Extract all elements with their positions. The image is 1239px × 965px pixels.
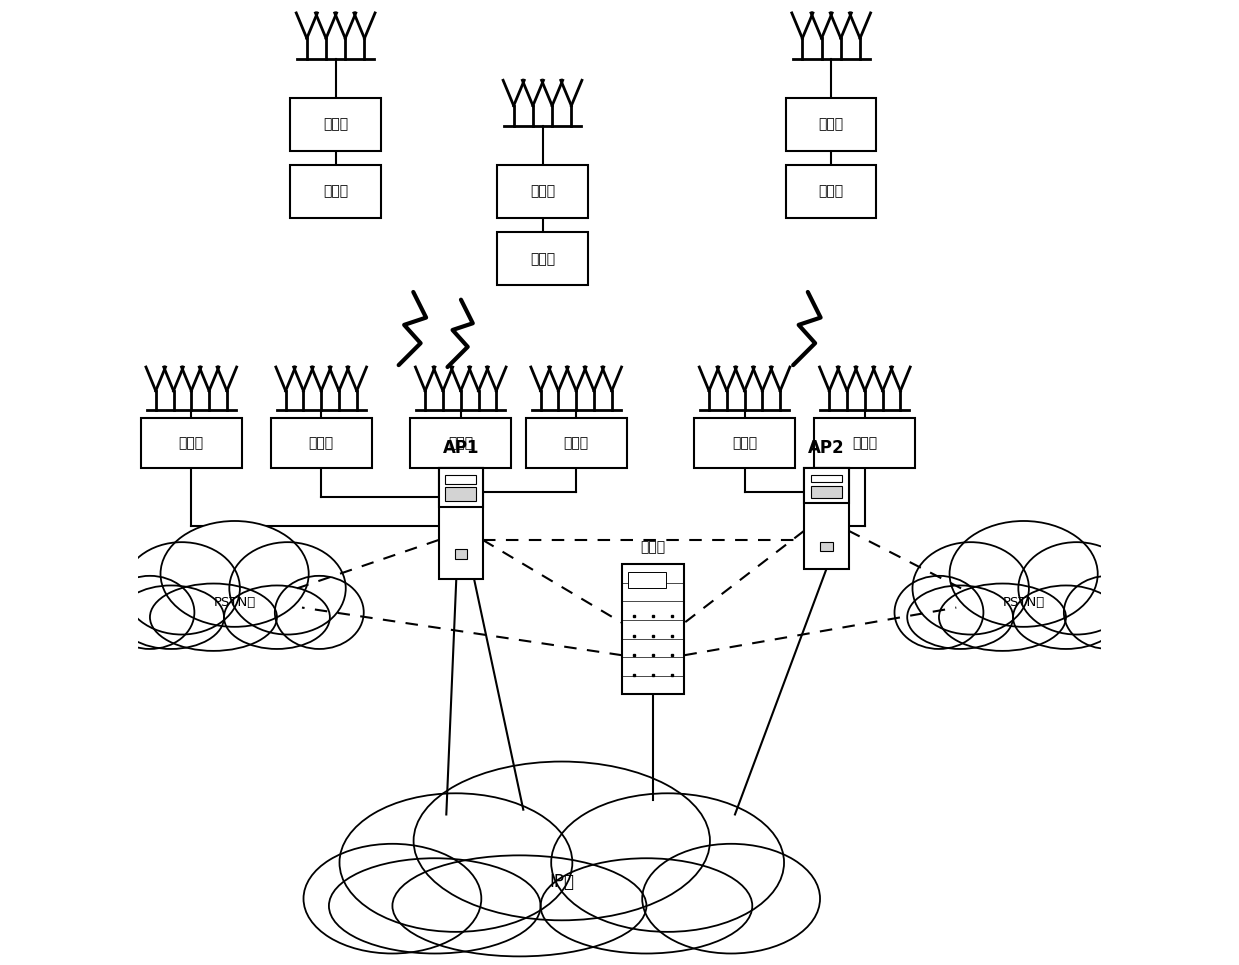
Ellipse shape	[150, 584, 278, 650]
Ellipse shape	[907, 586, 1014, 649]
FancyBboxPatch shape	[410, 418, 512, 468]
Ellipse shape	[105, 576, 195, 649]
FancyBboxPatch shape	[455, 549, 467, 559]
FancyBboxPatch shape	[497, 165, 587, 218]
Ellipse shape	[1064, 576, 1152, 649]
Text: 天线阵: 天线阵	[852, 436, 877, 450]
FancyBboxPatch shape	[439, 468, 483, 579]
Ellipse shape	[939, 584, 1066, 650]
FancyBboxPatch shape	[445, 476, 476, 483]
FancyBboxPatch shape	[525, 418, 627, 468]
FancyBboxPatch shape	[445, 487, 476, 501]
Ellipse shape	[895, 576, 984, 649]
FancyBboxPatch shape	[270, 418, 372, 468]
Ellipse shape	[304, 843, 481, 953]
Ellipse shape	[949, 521, 1098, 627]
FancyBboxPatch shape	[820, 541, 833, 551]
Text: 天线阵: 天线阵	[309, 436, 333, 450]
FancyBboxPatch shape	[141, 418, 242, 468]
Ellipse shape	[118, 586, 224, 649]
FancyBboxPatch shape	[810, 485, 841, 498]
Text: 移动台: 移动台	[323, 184, 348, 199]
Text: 天线阵: 天线阵	[178, 436, 204, 450]
FancyBboxPatch shape	[804, 468, 849, 504]
FancyBboxPatch shape	[786, 97, 876, 151]
Ellipse shape	[1018, 542, 1135, 635]
FancyBboxPatch shape	[290, 97, 380, 151]
Text: 天线阵: 天线阵	[732, 436, 757, 450]
Ellipse shape	[912, 542, 1028, 635]
Text: PSTN网: PSTN网	[213, 596, 255, 609]
FancyBboxPatch shape	[628, 572, 665, 588]
Ellipse shape	[642, 843, 820, 953]
Ellipse shape	[414, 761, 710, 921]
Text: 移动台: 移动台	[530, 252, 555, 265]
FancyBboxPatch shape	[804, 468, 849, 569]
FancyBboxPatch shape	[786, 165, 876, 218]
FancyBboxPatch shape	[694, 418, 795, 468]
Text: 天线阵: 天线阵	[323, 117, 348, 131]
FancyBboxPatch shape	[439, 468, 483, 507]
Text: 移动台: 移动台	[819, 184, 844, 199]
Ellipse shape	[1014, 586, 1119, 649]
Text: 天线阵: 天线阵	[530, 184, 555, 199]
FancyBboxPatch shape	[290, 165, 380, 218]
Ellipse shape	[540, 858, 752, 953]
Text: IP网: IP网	[549, 872, 574, 891]
Ellipse shape	[124, 542, 240, 635]
FancyBboxPatch shape	[814, 418, 916, 468]
Text: 控制域: 控制域	[641, 540, 665, 555]
Ellipse shape	[229, 542, 346, 635]
Ellipse shape	[275, 576, 364, 649]
FancyBboxPatch shape	[810, 475, 841, 482]
Ellipse shape	[161, 521, 309, 627]
Ellipse shape	[393, 855, 647, 956]
Text: PSTN网: PSTN网	[1002, 596, 1044, 609]
Text: 天线阵: 天线阵	[449, 436, 473, 450]
Ellipse shape	[551, 793, 784, 932]
Text: 天线阵: 天线阵	[564, 436, 589, 450]
Ellipse shape	[339, 793, 572, 932]
Text: AP1: AP1	[442, 438, 479, 456]
Ellipse shape	[224, 586, 330, 649]
Ellipse shape	[328, 858, 540, 953]
FancyBboxPatch shape	[497, 233, 587, 286]
Text: AP2: AP2	[808, 438, 845, 456]
FancyBboxPatch shape	[622, 565, 684, 694]
Text: 天线阵: 天线阵	[819, 117, 844, 131]
